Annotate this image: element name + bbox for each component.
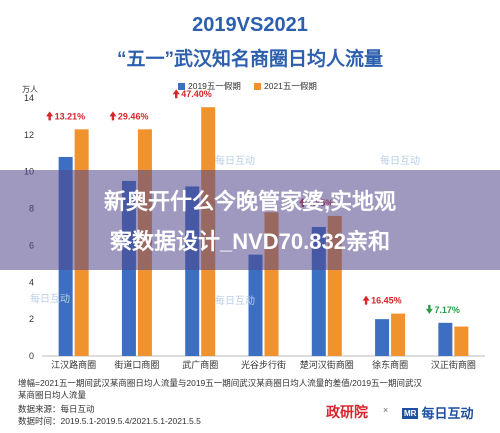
x-tick-label: 街道口商圈 [114,359,159,370]
chart-title-line2: “五一”武汉知名商圈日均人流量 [116,49,383,70]
y-tick-label: 4 [29,277,34,287]
growth-arrow-down-icon [425,304,433,314]
footnote-line1: 增幅=2021五一期间武汉某商圈日均人流量与2019五一期间武汉某商圈日均人流量… [18,378,423,388]
bar-2021 [454,326,469,356]
growth-label: 7.17% [434,305,460,315]
bar-2019 [438,322,453,356]
y-axis-label: 万人 [22,85,38,94]
bar-2019 [248,254,263,356]
brand-logo-meirihudong: MR 每日互动 [402,403,473,422]
footnote-line2: 某商圈日均人流量 [18,390,87,400]
legend-label-2021: 2021五一假期 [264,81,317,91]
watermark-text: 每日互动 [215,156,255,167]
x-tick-label: 武广商圈 [182,359,218,370]
brand-logo-zhengyanyuan: 政研院 [326,404,368,420]
bar-2019 [375,319,390,356]
legend-label-2019: 2019五一假期 [188,81,241,91]
watermark-text: 每日互动 [380,156,420,167]
growth-arrow-up-icon [46,111,54,121]
bar-2021 [391,313,406,356]
brand-separator: × [383,405,389,415]
y-tick-label: 14 [24,93,34,103]
x-tick-label: 江汉路商圈 [51,359,96,370]
data-period: 数据时间：2019.5.1-2019.5.4/2021.5.1-2021.5.5 [18,416,201,426]
growth-label: 16.45% [371,296,402,306]
x-tick-label: 汉正街商圈 [431,359,476,370]
y-tick-label: 12 [24,130,34,140]
legend-item-2021: 2021五一假期 [254,80,317,92]
brand-name: 每日互动 [421,406,474,421]
x-tick-label: 楚河汉街商圈 [300,359,354,370]
growth-label: 29.46% [118,111,149,121]
overlay-text-line1: 新奥开什么今晚管家婆,实地观 [103,189,397,214]
watermark-text: 每日互动 [215,296,255,307]
x-tick-label: 徐东商圈 [372,359,408,370]
legend-item-2019: 2019五一假期 [178,80,241,92]
legend-swatch-2019 [178,83,185,90]
legend-swatch-2021 [254,83,261,90]
data-source: 数据来源：每日互动 [18,404,95,414]
y-tick-label: 0 [29,351,34,361]
overlay-text-line2: 察数据设计_NVD70.832亲和 [110,229,390,254]
growth-label: 13.21% [55,111,86,121]
x-tick-label: 光谷步行街 [241,359,286,370]
growth-arrow-up-icon [109,111,117,121]
y-tick-label: 2 [29,314,34,324]
growth-label: 47.40% [181,89,212,99]
watermark-text: 每日互动 [30,294,70,305]
overlay-banner: 新奥开什么今晚管家婆,实地观 察数据设计_NVD70.832亲和 [0,170,500,270]
brand-badge: MR [402,408,419,419]
growth-arrow-up-icon [172,89,180,99]
chart-title-line1: 2019VS2021 [192,14,308,36]
growth-arrow-up-icon [362,295,370,305]
